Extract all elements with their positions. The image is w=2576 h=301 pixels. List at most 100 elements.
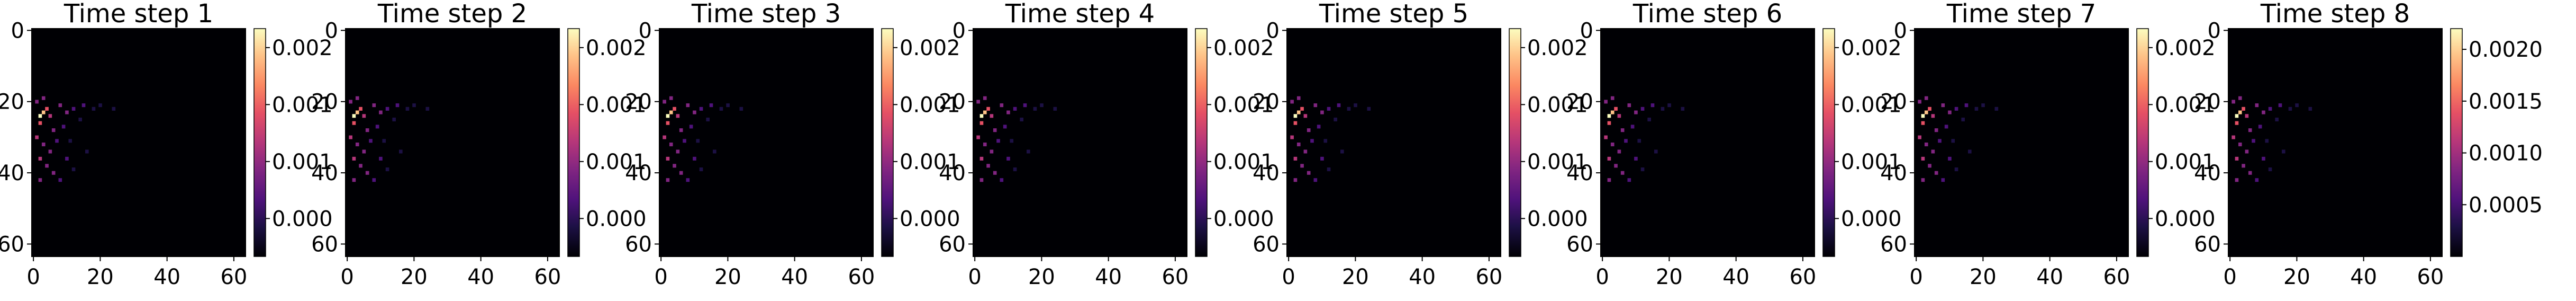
colorbar — [1822, 28, 1835, 257]
colorbar-tick-label: 0.001 — [272, 93, 333, 117]
y-tick-label: 40 — [311, 161, 338, 185]
y-tick-label: 20 — [939, 90, 966, 114]
y-tick-label: 20 — [311, 90, 338, 114]
y-tick-label: 40 — [0, 161, 24, 185]
panel-3: Time step 30 20 40 6002040600.0020.0010.001… — [625, 0, 960, 289]
y-tick-label: 60 — [939, 232, 966, 256]
heatmap-cell — [38, 121, 42, 125]
x-tick-label: 60 — [1475, 265, 1502, 289]
heatmap-cell — [669, 110, 673, 114]
heatmap-cell — [1620, 171, 1625, 175]
x-tick-label: 60 — [2417, 265, 2444, 289]
heatmap-cell — [990, 149, 994, 154]
heatmap-cell — [41, 143, 46, 147]
heatmap-cell — [1994, 107, 1999, 111]
heatmap-cell — [1033, 107, 1037, 111]
heatmap-cell — [2275, 117, 2279, 122]
heatmap-cell — [679, 171, 683, 175]
heatmap-cell — [71, 167, 76, 172]
colorbar-tick-label: 0.000 — [900, 207, 960, 231]
heatmap-cell — [1296, 110, 1301, 114]
colorbar-tick-label: 0.001 — [900, 93, 960, 117]
axes-frame — [659, 28, 874, 257]
colorbar-tick-label: 0.001 — [1841, 93, 1902, 117]
heatmap-cell — [1334, 117, 1338, 122]
heatmap-cell — [666, 114, 670, 118]
heatmap-cell — [713, 149, 716, 154]
heatmap-cell — [372, 178, 376, 182]
heatmap-cell — [1918, 100, 1921, 104]
heatmap-cell — [55, 139, 59, 143]
heatmap-cell — [2232, 135, 2235, 139]
heatmap-cell — [372, 103, 376, 108]
y-tick-label: 40 — [1880, 161, 1907, 185]
heatmap-cell — [1610, 96, 1614, 100]
heatmap-cell — [1607, 121, 1611, 125]
heatmap-cell — [1320, 156, 1324, 161]
heatmap-cell — [2235, 114, 2239, 118]
heatmap-cell — [1634, 110, 1638, 114]
y-tick-label: 40 — [625, 161, 652, 185]
colorbar-tick-label: 0.001 — [1213, 93, 1274, 117]
x-tick-label: 40 — [1095, 265, 1122, 289]
heatmap-cell — [1981, 103, 1985, 108]
heatmap-cell — [1650, 103, 1655, 108]
heatmap-background — [659, 29, 873, 256]
colorbar-tick-label: 0.0020 — [2469, 38, 2543, 62]
heatmap-cell — [699, 167, 703, 172]
axes-frame — [345, 28, 560, 257]
heatmap-cell — [1928, 164, 1931, 168]
colorbar-tick-label: 0.0010 — [2469, 141, 2543, 166]
x-tick-label: 0 — [26, 265, 40, 289]
colorbar-tick-label: 0.002 — [900, 36, 960, 60]
y-tick-label: 60 — [2194, 232, 2221, 256]
heatmap-cell — [993, 128, 997, 132]
heatmap-cell — [365, 128, 369, 132]
colorbar-tick-label: 0.002 — [586, 36, 647, 60]
heatmap-cell — [1661, 107, 1665, 111]
heatmap-cell — [1020, 117, 1024, 122]
heatmap-cell — [2248, 128, 2252, 132]
heatmap-cell — [2245, 149, 2249, 154]
heatmap-cell — [1637, 139, 1641, 143]
heatmap-cell — [45, 107, 49, 111]
heatmap-cell — [1961, 117, 1965, 122]
heatmap-cell — [1300, 107, 1304, 111]
heatmap-cell — [355, 110, 359, 114]
heatmap-cell — [85, 149, 89, 154]
heatmap-cell — [2252, 139, 2255, 143]
panel-2: Time step 20 20 40 6002040600.0020.0010.001… — [311, 0, 646, 289]
heatmap-cell — [686, 178, 690, 182]
heatmap-cell — [1610, 110, 1614, 114]
x-tick-label: 20 — [714, 265, 741, 289]
heatmap-cell — [2278, 103, 2282, 108]
heatmap-cell — [379, 156, 383, 161]
axes-frame — [2228, 28, 2443, 257]
x-tick-label: 40 — [1409, 265, 1436, 289]
heatmap-cell — [979, 156, 984, 161]
heatmap-cell — [61, 125, 66, 129]
y-tick-label: 0 — [953, 19, 966, 43]
heatmap-cell — [1921, 178, 1925, 182]
x-tick-label: 20 — [2283, 265, 2310, 289]
x-tick-label: 60 — [534, 265, 561, 289]
x-tick-label: 0 — [1595, 265, 1609, 289]
heatmap-cell — [1300, 164, 1304, 168]
x-tick-label: 20 — [1970, 265, 1997, 289]
heatmap-cell — [990, 114, 994, 118]
heatmap-cell — [395, 103, 400, 108]
heatmap-cell — [405, 107, 410, 111]
colorbar-tick-label: 0.000 — [1213, 207, 1274, 231]
panel-5: Time step 50 20 40 6002040600.0020.0010.001… — [1253, 0, 1588, 289]
heatmap-cell — [2248, 171, 2252, 175]
heatmap-cell — [1630, 125, 1635, 129]
panel-1: Time step 10 20 40 6002040600.0020.0010.001… — [0, 0, 333, 289]
heatmap-cell — [1627, 178, 1631, 182]
heatmap-cell — [399, 149, 403, 154]
heatmap-cell — [1320, 110, 1324, 114]
heatmap-cell — [1924, 110, 1928, 114]
colorbar-tick-label: 0.001 — [1527, 150, 1588, 174]
colorbar — [1509, 28, 1521, 257]
y-tick-label: 0 — [1580, 19, 1593, 43]
heatmap-cell — [1941, 103, 1945, 108]
